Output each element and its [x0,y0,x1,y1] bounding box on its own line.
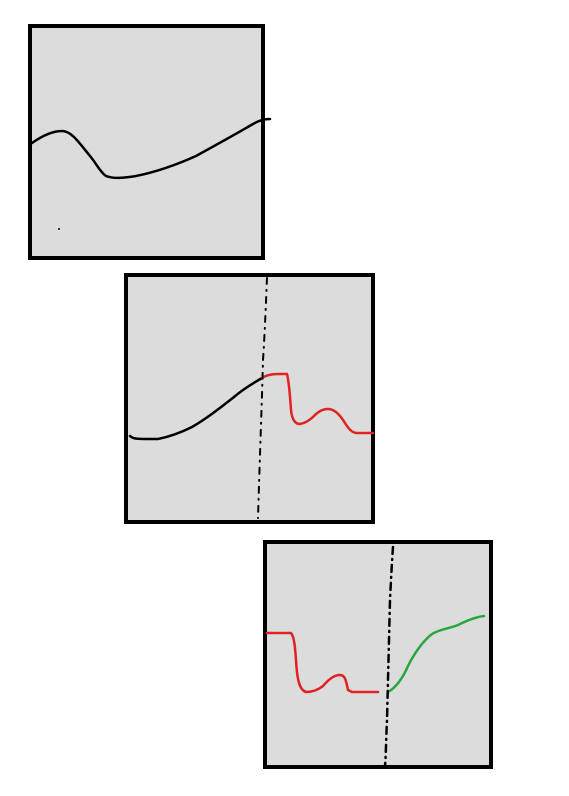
panel-2-red-curve [260,372,375,435]
panel-1-frame [28,24,265,260]
panel-1 [28,24,272,260]
panel-3-divider-line [383,545,395,768]
panel-1-black-curve [30,117,272,180]
panel-2-black-curve [128,376,264,441]
panel-2-frame [124,273,375,524]
panel-3-red-curve [265,631,380,694]
panel-3-frame [263,540,493,769]
panel-2-divider-line [257,277,268,519]
panel-3-green-curve [386,614,486,694]
panel-1-dot [58,228,60,230]
panel-2 [124,273,375,524]
panel-3 [263,540,493,769]
